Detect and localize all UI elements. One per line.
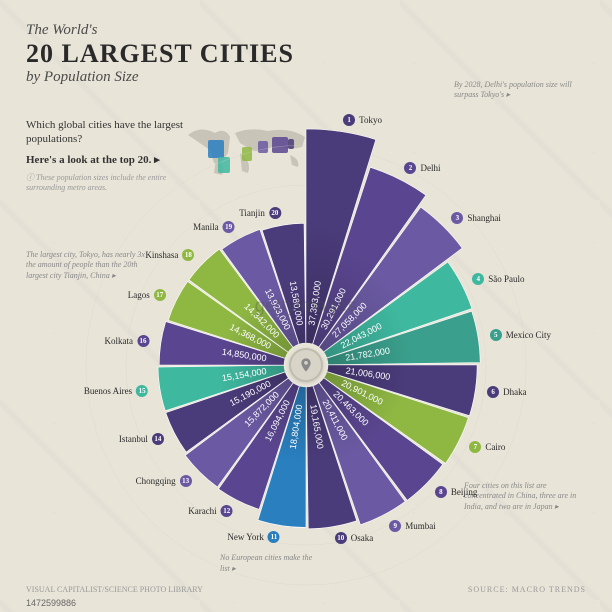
rank-dot: 17: [154, 289, 166, 301]
city-name: Chongqing: [136, 476, 176, 486]
city-label: Chongqing 13: [136, 475, 192, 487]
rank-dot: 15: [136, 385, 148, 397]
rank-dot: 1: [343, 114, 355, 126]
city-name: New York: [227, 532, 264, 542]
city-name: Cairo: [485, 442, 505, 452]
city-label: New York 11: [227, 531, 280, 543]
city-name: Kolkata: [105, 336, 134, 346]
city-label: 5 Mexico City: [490, 329, 551, 341]
city-name: Tianjin: [239, 208, 265, 218]
city-name: Beijing: [451, 487, 478, 497]
city-label: Kolkata16: [105, 335, 150, 347]
city-label: Lagos 17: [128, 289, 166, 301]
city-label: Tianjin 20: [239, 207, 281, 219]
location-pin-icon: [298, 357, 314, 373]
city-name: Tokyo: [359, 115, 382, 125]
city-name: Kinshasa: [145, 250, 178, 260]
rank-dot: 5: [490, 329, 502, 341]
rank-dot: 3: [451, 212, 463, 224]
rank-dot: 2: [404, 162, 416, 174]
city-name: Mumbai: [405, 521, 436, 531]
rank-dot: 12: [221, 505, 233, 517]
rank-dot: 10: [335, 532, 347, 544]
city-name: Istanbul: [119, 434, 148, 444]
rank-dot: 19: [223, 221, 235, 233]
rank-dot: 16: [137, 335, 149, 347]
city-name: Karachi: [188, 506, 216, 516]
city-name: Osaka: [351, 533, 374, 543]
rank-dot: 9: [389, 520, 401, 532]
city-label: 1 Tokyo: [343, 114, 382, 126]
city-label: Karachi 12: [188, 505, 232, 517]
city-label: 10 Osaka: [335, 532, 374, 544]
city-label: 8 Beijing: [435, 486, 478, 498]
radial-svg: 37,393,00030,291,00027,058,00022,043,000…: [0, 50, 612, 590]
stock-id: 1472599886: [26, 598, 76, 608]
city-label: Manila 19: [193, 221, 235, 233]
city-label: 2 Delhi: [404, 162, 440, 174]
city-label: 7 Cairo: [469, 441, 505, 453]
rank-dot: 13: [180, 475, 192, 487]
city-name: São Paulo: [488, 274, 524, 284]
rank-dot: 11: [268, 531, 280, 543]
rank-dot: 7: [469, 441, 481, 453]
city-label: Istanbul 14: [119, 433, 164, 445]
city-label: 9 Mumbai: [389, 520, 436, 532]
city-name: Dhaka: [503, 387, 527, 397]
city-name: Delhi: [420, 163, 440, 173]
city-name: Mexico City: [506, 330, 551, 340]
rank-dot: 6: [487, 386, 499, 398]
rank-dot: 4: [472, 273, 484, 285]
city-label: 6 Dhaka: [487, 386, 527, 398]
city-label: Buenos Aires 15: [84, 385, 148, 397]
city-name: Lagos: [128, 290, 150, 300]
rank-dot: 20: [269, 207, 281, 219]
rank-dot: 8: [435, 486, 447, 498]
title-pre: The World's: [26, 22, 294, 39]
rank-dot: 18: [182, 249, 194, 261]
center-pin: [289, 348, 323, 382]
radial-chart: 37,393,00030,291,00027,058,00022,043,000…: [0, 50, 612, 590]
city-name: Manila: [193, 222, 219, 232]
city-name: Shanghai: [467, 213, 501, 223]
credit-text: VISUAL CAPITALIST/SCIENCE PHOTO LIBRARY: [26, 585, 203, 594]
city-name: Buenos Aires: [84, 386, 132, 396]
city-label: 3 Shanghai: [451, 212, 501, 224]
source-text: SOURCE: MACRO TRENDS: [468, 585, 586, 594]
city-label: 4 São Paulo: [472, 273, 524, 285]
city-label: Kinshasa 18: [145, 249, 194, 261]
rank-dot: 14: [152, 433, 164, 445]
